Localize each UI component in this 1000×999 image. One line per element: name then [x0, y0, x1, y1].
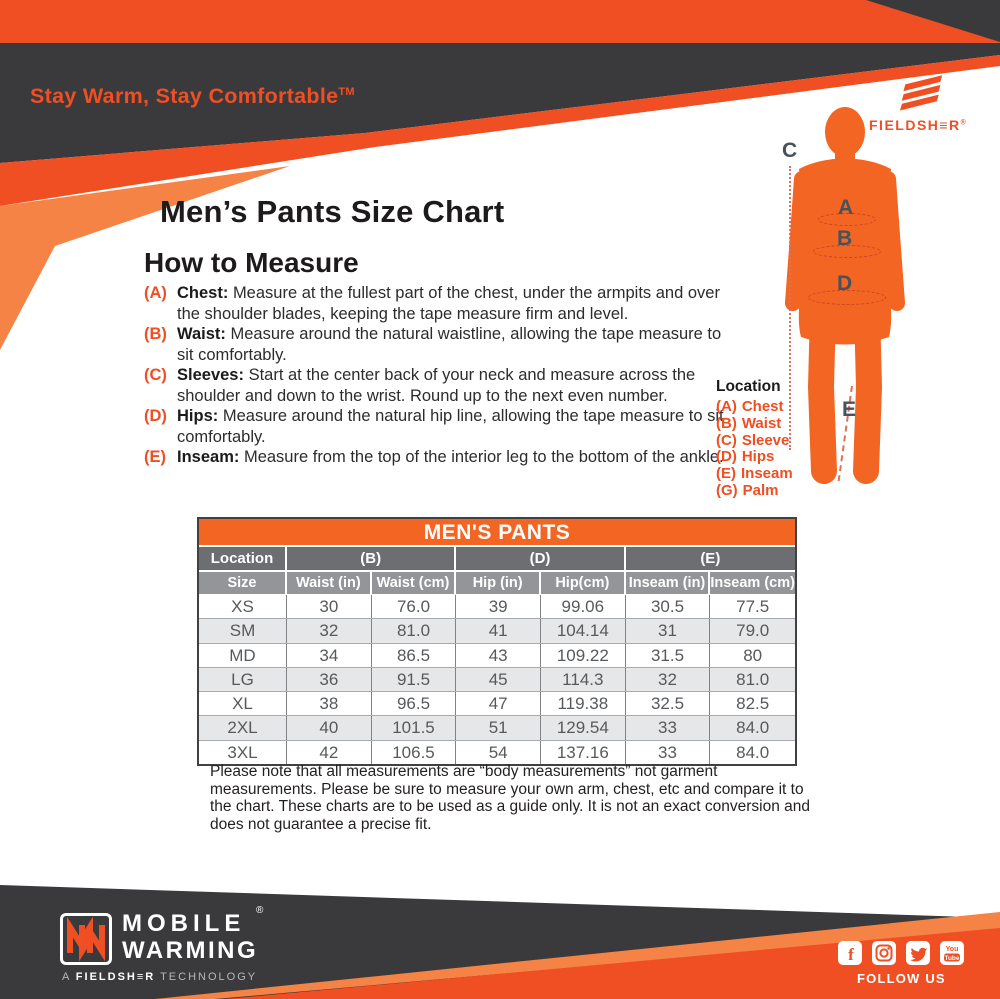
fieldsheer-logo: FIELDSH≡R® — [869, 117, 968, 133]
table-group-header-row: Location (B) (D) (E) — [199, 547, 795, 572]
mobile-warming-logo-line1: MOBILE — [122, 910, 246, 937]
top-orange-band — [0, 0, 1000, 43]
youtube-icon[interactable]: You Tube — [940, 941, 964, 965]
measure-item-chest: (A) Chest: Measure at the fullest part of… — [144, 283, 736, 324]
social-icons: f You Tube — [838, 941, 964, 965]
legend-title: Location — [716, 378, 781, 395]
group-header-e: (E) — [700, 550, 721, 567]
instagram-icon[interactable] — [872, 941, 896, 965]
table-row-md: MD 34 86.5 43 109.22 31.5 80 — [199, 642, 795, 667]
figure-letter-b: B — [837, 227, 853, 250]
item-label: (C) — [144, 366, 167, 384]
figure-letter-a: A — [838, 196, 854, 219]
group-header-b: (B) — [287, 547, 457, 570]
table-title: MEN'S PANTS — [199, 519, 795, 547]
table-row-2xl: 2XL 40 101.5 51 129.54 33 84.0 — [199, 715, 795, 740]
figure-letter-c: C — [782, 139, 798, 162]
item-label: (E) — [144, 448, 166, 466]
table-row-3xl: 3XL 42 106.5 54 137.16 33 84.0 — [199, 739, 795, 765]
item-term: Hips: — [177, 407, 219, 425]
figure-letter-d: D — [837, 272, 853, 295]
item-label: (A) — [144, 284, 167, 302]
item-text: Measure from the top of the interior leg… — [243, 448, 724, 466]
twitter-icon[interactable] — [906, 941, 930, 965]
column-header: Size — [199, 572, 287, 594]
item-text: Start at the center back of your neck an… — [177, 366, 696, 405]
mobile-warming-monogram-icon — [60, 913, 112, 965]
item-label: (B) — [144, 325, 167, 343]
chest-measure-ellipse — [818, 213, 876, 226]
item-text: Measure at the fullest part of the chest… — [177, 284, 720, 323]
mobile-warming-logo-line2: WARMING — [122, 937, 259, 964]
column-header: Inseam (in) — [626, 572, 711, 594]
item-term: Chest: — [177, 284, 229, 302]
group-header-location: Location — [199, 547, 287, 570]
table-body: XS 30 76.0 39 99.06 30.5 77.5 SM 32 81.0 41 104.14… — [199, 595, 795, 765]
legend-item-chest: (A) Chest — [716, 398, 784, 415]
tagline: Stay Warm, Stay ComfortableTM — [30, 84, 355, 108]
item-text: Measure around the natural waistline, al… — [177, 325, 722, 364]
table-column-header-row: Size Waist (in) Waist (cm) Hip (in) Hip(… — [199, 572, 795, 595]
measure-item-hips: (D) Hips: Measure around the natural hip … — [144, 406, 736, 447]
sleeve-measure-line — [789, 166, 791, 450]
legend-item-palm: (G) Palm — [716, 481, 779, 499]
svg-text:Tube: Tube — [944, 955, 959, 962]
mens-pants-size-table: MEN'S PANTS Location (B) (D) (E) Size Wa… — [197, 517, 797, 767]
group-header-d: (D) — [456, 547, 626, 570]
legend-item-waist: (B) Waist — [716, 414, 782, 432]
table-row-xl: XL 38 96.5 47 119.38 32.5 82.5 — [199, 691, 795, 716]
follow-us-label: FOLLOW US — [857, 971, 946, 986]
table-row-lg: LG 36 91.5 45 114.3 32 81.0 — [199, 666, 795, 692]
hips-measure-ellipse — [808, 290, 886, 305]
svg-text:You: You — [946, 946, 959, 953]
column-header: Hip(cm) — [541, 572, 626, 594]
table-row-sm: SM 32 81.0 41 104.14 31 79.0 — [199, 618, 795, 643]
facebook-icon[interactable]: f — [838, 941, 862, 965]
measure-item-waist: (B) Waist: Measure around the natural wai… — [144, 324, 736, 365]
how-to-measure-list: (A) Chest: Measure at the fullest part of… — [144, 283, 736, 468]
item-text: Measure around the natural hip line, all… — [177, 407, 724, 446]
legend-item-hips: (D) Hips — [716, 448, 775, 466]
item-term: Waist: — [177, 325, 226, 343]
svg-text:f: f — [848, 945, 854, 964]
measure-item-inseam: (E) Inseam: Measure from the top of the i… — [144, 447, 736, 468]
measure-item-sleeves: (C) Sleeves: Start at the center back of … — [144, 365, 736, 406]
disclaimer-note: Please note that all measurements are “b… — [210, 763, 810, 833]
registered-mark: ® — [256, 905, 264, 916]
item-label: (D) — [144, 407, 167, 425]
fieldsheer-technology-tagline: A FIELDSH≡R TECHNOLOGY — [62, 971, 258, 983]
figure-letter-e: E — [842, 398, 857, 421]
table-row-xs: XS 30 76.0 39 99.06 30.5 77.5 — [199, 595, 795, 619]
column-header: Waist (in) — [287, 572, 372, 594]
column-header: Waist (cm) — [372, 572, 457, 594]
legend-item-inseam: (E) Inseam — [716, 465, 793, 483]
column-header: Inseam (cm) — [710, 575, 795, 591]
waist-measure-ellipse — [813, 245, 881, 258]
item-term: Inseam: — [177, 448, 240, 466]
column-header: Hip (in) — [456, 572, 541, 594]
item-term: Sleeves: — [177, 366, 244, 384]
tagline-trademark: TM — [338, 85, 355, 98]
legend-item-sleeve: (C) Sleeve — [716, 431, 790, 449]
location-legend: Location (A) Chest (B) Waist (C) Sleeve (D)… — [716, 378, 846, 500]
page-title: Men’s Pants Size Chart — [160, 194, 505, 229]
how-to-measure-heading: How to Measure — [144, 247, 359, 278]
